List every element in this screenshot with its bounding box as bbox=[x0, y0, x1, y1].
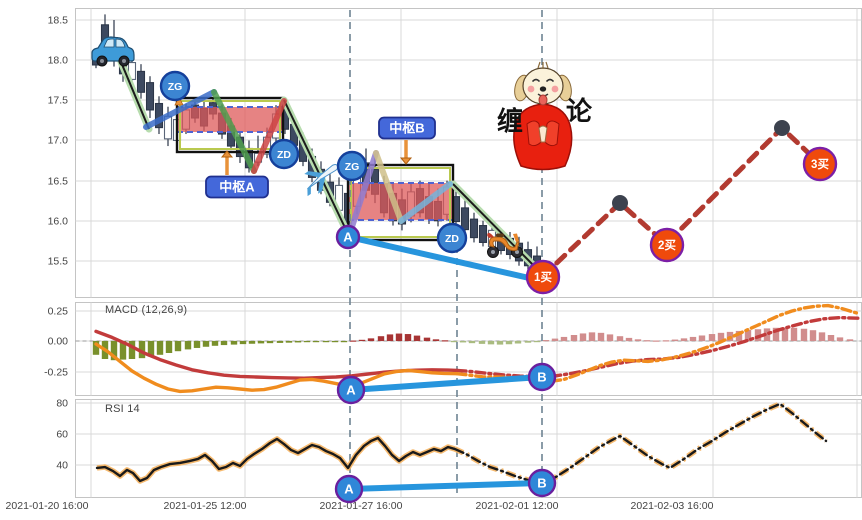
svg-text:B: B bbox=[537, 370, 546, 385]
svg-text:1买: 1买 bbox=[534, 271, 552, 284]
chan-stroke bbox=[143, 89, 217, 130]
mascot-left-char: 缠 bbox=[497, 106, 523, 136]
buy2-marker: 2买 bbox=[649, 227, 685, 263]
point-a-rsi: A bbox=[334, 474, 364, 504]
x-tick-label: 2021-01-20 16:00 bbox=[6, 500, 89, 512]
svg-text:A: A bbox=[344, 482, 354, 497]
svg-text:ZD: ZD bbox=[445, 233, 459, 245]
svg-text:A: A bbox=[343, 230, 353, 245]
zg-marker-a: ZG bbox=[159, 70, 191, 102]
dog-mascot-icon bbox=[513, 61, 573, 171]
forecast-path bbox=[540, 124, 822, 279]
rsi-y-tick-label: 60 bbox=[56, 429, 68, 441]
scooter-icon bbox=[487, 232, 523, 258]
price-y-tick-label: 16.5 bbox=[48, 176, 69, 188]
zg-marker-b: ZG bbox=[336, 150, 368, 182]
macd-y-tick-label: -0.25 bbox=[44, 367, 68, 379]
buy1-marker: 1买 bbox=[525, 259, 561, 295]
chan-stroke bbox=[373, 150, 404, 224]
macd-y-tick-label: 0.25 bbox=[48, 306, 69, 318]
svg-text:ZG: ZG bbox=[345, 161, 360, 173]
ab-line-price bbox=[346, 234, 541, 283]
svg-text:中枢A: 中枢A bbox=[219, 180, 255, 195]
x-tick-label: 2021-01-27 16:00 bbox=[320, 500, 403, 512]
buy3-marker: 3买 bbox=[802, 146, 838, 182]
svg-text:ZD: ZD bbox=[277, 149, 291, 161]
chan-stroke bbox=[211, 89, 257, 174]
macd-y-tick-label: 0.00 bbox=[48, 336, 69, 348]
zd-marker-b: ZD bbox=[436, 222, 468, 254]
chan-stroke bbox=[251, 98, 287, 174]
x-tick-label: 2021-01-25 12:00 bbox=[164, 500, 247, 512]
svg-text:2买: 2买 bbox=[658, 239, 676, 252]
point-b-macd: B bbox=[527, 362, 557, 392]
chan-stroke bbox=[398, 181, 453, 224]
point-a-macd: A bbox=[336, 375, 366, 405]
rsi-panel-label: RSI 14 bbox=[105, 403, 140, 415]
ab-line-macd bbox=[348, 374, 544, 393]
forecast-dot bbox=[612, 195, 628, 211]
zd-marker-a: ZD bbox=[268, 138, 300, 170]
point-b-rsi: B bbox=[527, 468, 557, 498]
price-y-tick-label: 18.5 bbox=[48, 15, 69, 27]
price-y-tick-label: 16.0 bbox=[48, 216, 69, 228]
price-y-tick-label: 18.0 bbox=[48, 55, 69, 67]
svg-text:中枢B: 中枢B bbox=[389, 121, 424, 136]
x-tick-label: 2021-02-03 16:00 bbox=[631, 500, 714, 512]
chan-stroke bbox=[346, 150, 379, 239]
price-y-tick-label: 17.0 bbox=[48, 135, 69, 147]
rsi-y-tick-label: 40 bbox=[56, 460, 68, 472]
price-y-tick-label: 17.5 bbox=[48, 95, 69, 107]
rsi-panel bbox=[75, 399, 862, 498]
rsi-y-tick-label: 80 bbox=[56, 398, 68, 410]
x-tick-label: 2021-02-01 12:00 bbox=[476, 500, 559, 512]
rsi-line bbox=[95, 401, 828, 486]
ab-line-rsi bbox=[346, 480, 544, 492]
svg-text:B: B bbox=[537, 476, 546, 491]
car-icon bbox=[91, 36, 135, 67]
macd-panel-label: MACD (12,26,9) bbox=[105, 304, 188, 316]
pivot-label-b: 中枢B bbox=[378, 116, 436, 165]
mascot-right-char: 论 bbox=[566, 96, 593, 126]
price-y-tick-label: 15.5 bbox=[48, 256, 69, 268]
svg-text:3买: 3买 bbox=[811, 158, 829, 171]
airplane-icon bbox=[304, 163, 339, 197]
forecast-dot bbox=[774, 120, 790, 136]
pivot-label-a: 中枢A bbox=[205, 150, 269, 199]
point-a-price: A bbox=[335, 224, 361, 250]
svg-text:A: A bbox=[346, 383, 356, 398]
svg-text:ZG: ZG bbox=[168, 81, 183, 93]
